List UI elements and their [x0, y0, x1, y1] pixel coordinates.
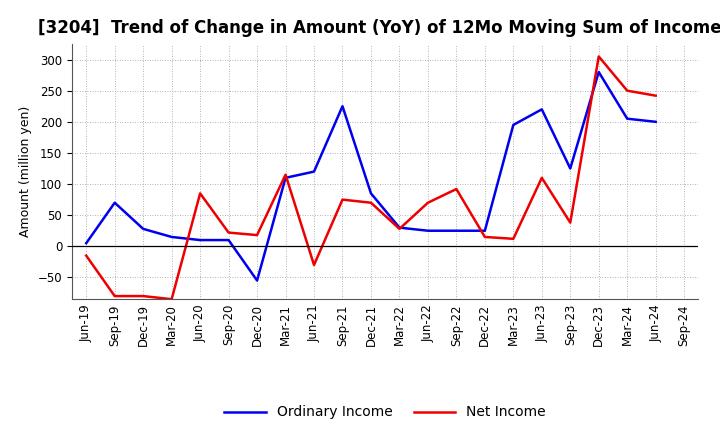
Net Income: [566, 220, 575, 225]
Ordinary Income: [139, 226, 148, 231]
Legend: Ordinary Income, Net Income: Ordinary Income, Net Income: [219, 400, 552, 425]
Ordinary Income: [423, 228, 432, 233]
Net Income: [82, 253, 91, 258]
Net Income: [225, 230, 233, 235]
Net Income: [509, 236, 518, 242]
Net Income: [423, 200, 432, 205]
Net Income: [167, 297, 176, 302]
Ordinary Income: [480, 228, 489, 233]
Y-axis label: Amount (million yen): Amount (million yen): [19, 106, 32, 237]
Net Income: [110, 293, 119, 299]
Ordinary Income: [82, 241, 91, 246]
Line: Net Income: Net Income: [86, 56, 656, 299]
Ordinary Income: [196, 238, 204, 243]
Ordinary Income: [623, 116, 631, 121]
Net Income: [623, 88, 631, 93]
Ordinary Income: [395, 225, 404, 230]
Title: [3204]  Trend of Change in Amount (YoY) of 12Mo Moving Sum of Incomes: [3204] Trend of Change in Amount (YoY) o…: [38, 19, 720, 37]
Net Income: [366, 200, 375, 205]
Ordinary Income: [595, 70, 603, 75]
Net Income: [282, 172, 290, 177]
Ordinary Income: [253, 278, 261, 283]
Ordinary Income: [225, 238, 233, 243]
Net Income: [196, 191, 204, 196]
Ordinary Income: [338, 103, 347, 109]
Net Income: [338, 197, 347, 202]
Net Income: [452, 187, 461, 192]
Net Income: [537, 175, 546, 180]
Ordinary Income: [282, 175, 290, 180]
Net Income: [595, 54, 603, 59]
Net Income: [395, 226, 404, 231]
Net Income: [652, 93, 660, 98]
Ordinary Income: [566, 166, 575, 171]
Ordinary Income: [537, 107, 546, 112]
Ordinary Income: [652, 119, 660, 125]
Ordinary Income: [167, 235, 176, 240]
Ordinary Income: [310, 169, 318, 174]
Ordinary Income: [366, 191, 375, 196]
Ordinary Income: [110, 200, 119, 205]
Ordinary Income: [509, 122, 518, 128]
Ordinary Income: [452, 228, 461, 233]
Net Income: [139, 293, 148, 299]
Net Income: [253, 232, 261, 238]
Net Income: [480, 235, 489, 240]
Line: Ordinary Income: Ordinary Income: [86, 72, 656, 281]
Net Income: [310, 262, 318, 268]
